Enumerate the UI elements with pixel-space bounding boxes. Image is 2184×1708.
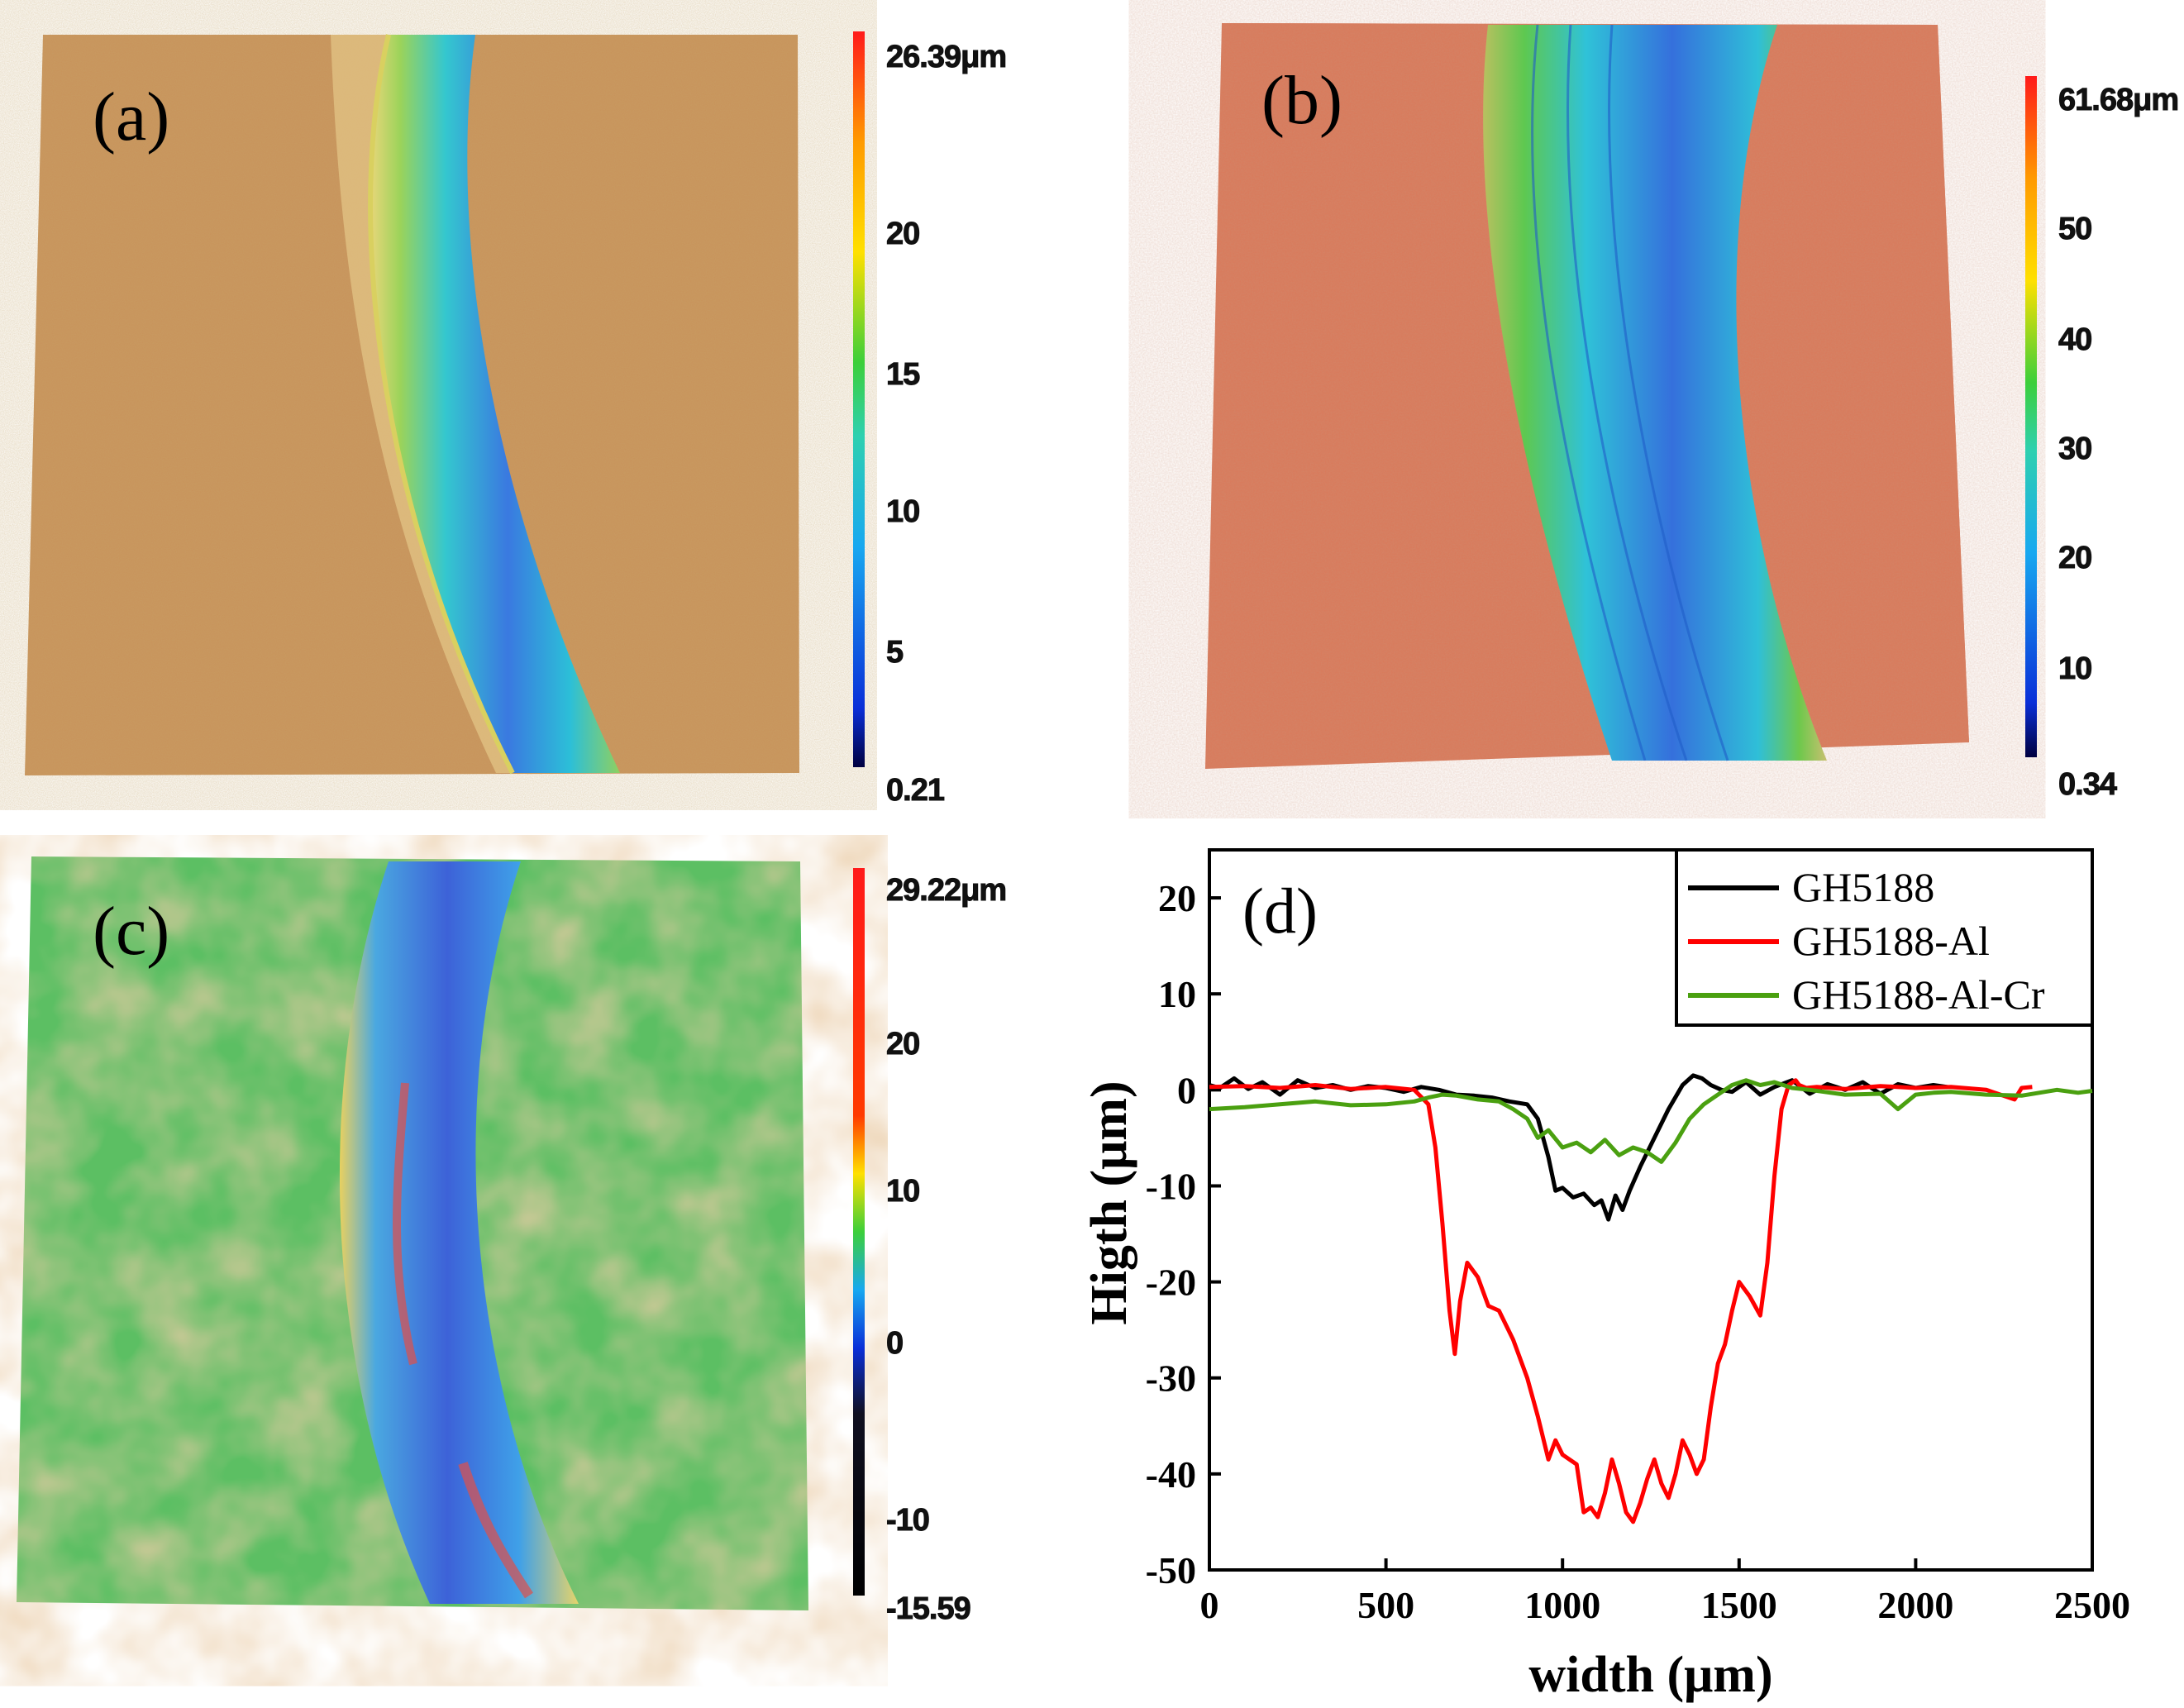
colorbar-c [853,868,865,1596]
y-tick-label: 0 [1177,1069,1196,1111]
y-tick-label: -10 [1146,1165,1196,1207]
x-axis-label: width (μm) [1528,1647,1772,1703]
plot-frame [1208,848,2094,1572]
series-line-gh5188 [1209,1073,1948,1222]
colorbar-a-label-5: 0.21 [886,773,946,809]
y-tick-label: 20 [1158,877,1196,919]
surface-map-b [1205,23,1969,769]
x-tick-label: 2000 [1877,1584,1953,1626]
colorbar-b-label-1: 50 [2058,212,2092,247]
colorbar-c-label-4: -10 [886,1503,931,1539]
colorbar-b-label-3: 30 [2058,432,2092,467]
y-tick-label: 10 [1158,973,1196,1015]
series-line-gh5188-al [1209,1078,2033,1524]
colorbar-c-label-2: 10 [885,1174,920,1209]
colorbar-b-label-0: 61.68μm [2058,83,2179,118]
colorbar-a-label-1: 20 [885,217,920,252]
colorbar-a-label-4: 5 [885,635,904,670]
colorbar-b [2025,76,2037,757]
colorbar-c-label-3: 0 [885,1326,904,1362]
y-tick-label: -40 [1146,1453,1196,1496]
x-tick-label: 0 [1200,1584,1219,1626]
surface-map-a [25,34,799,775]
colorbar-c-label-5: -15.59 [886,1591,972,1627]
colorbar-a-label-0: 26.39μm [885,40,1007,75]
series-line-gh5188-al-cr [1209,1078,2093,1164]
colorbar-b-label-4: 20 [2058,541,2092,576]
legend-label-gh5188-al-cr: GH5188-Al-Cr [1792,971,2045,1018]
colorbar-a-label-3: 10 [885,494,920,530]
y-tick-label: -20 [1146,1262,1196,1304]
x-tick-label: 500 [1357,1584,1414,1626]
line-chart-d: 0 500 1000 1500 2000 2500 20 10 0 -10 -20 -30 -40 -5… [1081,848,2130,1703]
colorbar-b-label-5: 10 [2058,651,2092,687]
colorbar-a [853,31,865,767]
y-axis-label: Higth (μm) [1081,1081,1137,1324]
colorbar-c-label-0: 29.22μm [885,873,1007,909]
panel-label-d: (d) [1242,875,1318,947]
y-tick-label: -50 [1146,1549,1196,1591]
x-tick-label: 1500 [1701,1584,1777,1626]
legend-label-gh5188: GH5188 [1792,864,1934,910]
surface-map-c [17,856,808,1610]
panel-a: (a) 26.39μm 20 15 10 5 0.21 [0,0,1075,810]
y-tick-label: -30 [1146,1357,1196,1400]
colorbar-c-label-1: 20 [885,1027,920,1062]
colorbar-b-label-2: 40 [2058,322,2092,358]
colorbar-b-label-6: 0.34 [2058,767,2118,803]
legend-label-gh5188-al: GH5188-Al [1792,918,1990,964]
panel-b: (b) 61.68μm 50 40 30 20 10 0.34 [1075,0,2184,818]
x-tick-label: 2500 [2054,1584,2130,1626]
panel-label-c: (c) [93,893,170,970]
panel-label-a: (a) [93,79,170,155]
colorbar-a-label-2: 15 [885,357,920,393]
x-tick-label: 1000 [1524,1584,1600,1626]
panel-c: (c) 29.22μm 20 10 0 -10 -15.59 [0,835,1075,1708]
panel-label-b: (b) [1261,62,1342,139]
